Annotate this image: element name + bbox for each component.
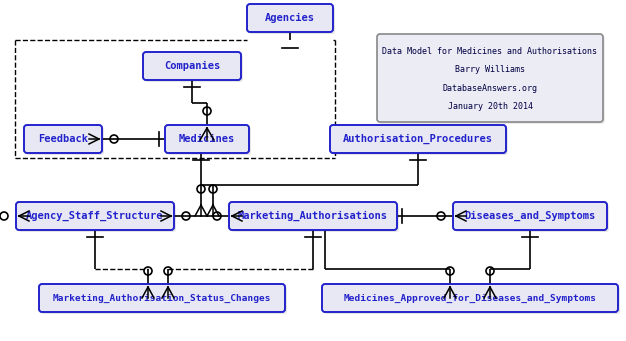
FancyBboxPatch shape xyxy=(167,127,251,155)
FancyBboxPatch shape xyxy=(229,202,397,230)
FancyBboxPatch shape xyxy=(249,6,335,34)
Text: Agency_Staff_Structure: Agency_Staff_Structure xyxy=(26,211,164,221)
FancyBboxPatch shape xyxy=(247,4,333,32)
FancyBboxPatch shape xyxy=(455,204,609,232)
FancyBboxPatch shape xyxy=(332,127,508,155)
Text: Diseases_and_Symptoms: Diseases_and_Symptoms xyxy=(464,211,595,221)
FancyBboxPatch shape xyxy=(26,127,104,155)
Text: Agencies: Agencies xyxy=(265,13,315,23)
Text: Medicines: Medicines xyxy=(179,134,235,144)
Text: January 20th 2014: January 20th 2014 xyxy=(448,102,533,111)
Text: Authorisation_Procedures: Authorisation_Procedures xyxy=(343,134,493,144)
FancyBboxPatch shape xyxy=(145,54,243,82)
Text: DatabaseAnswers.org: DatabaseAnswers.org xyxy=(443,84,538,92)
FancyBboxPatch shape xyxy=(39,284,285,312)
FancyBboxPatch shape xyxy=(322,284,618,312)
Text: Data Model for Medicines and Authorisations: Data Model for Medicines and Authorisati… xyxy=(382,47,597,56)
Text: Marketing_Authorisations: Marketing_Authorisations xyxy=(238,211,388,221)
FancyBboxPatch shape xyxy=(330,125,506,153)
FancyBboxPatch shape xyxy=(453,202,607,230)
Text: Barry Williams: Barry Williams xyxy=(455,65,525,74)
FancyBboxPatch shape xyxy=(165,125,249,153)
Text: Marketing_Authorisation_Status_Changes: Marketing_Authorisation_Status_Changes xyxy=(53,294,271,302)
FancyBboxPatch shape xyxy=(324,286,620,314)
FancyBboxPatch shape xyxy=(16,202,174,230)
FancyBboxPatch shape xyxy=(377,34,603,122)
Text: Medicines_Approved_for_Diseases_and_Symptoms: Medicines_Approved_for_Diseases_and_Symp… xyxy=(344,294,597,302)
FancyBboxPatch shape xyxy=(143,52,241,80)
FancyBboxPatch shape xyxy=(41,286,287,314)
Text: Feedback: Feedback xyxy=(38,134,88,144)
FancyBboxPatch shape xyxy=(18,204,176,232)
FancyBboxPatch shape xyxy=(231,204,399,232)
FancyBboxPatch shape xyxy=(24,125,102,153)
FancyBboxPatch shape xyxy=(379,36,605,124)
Text: Companies: Companies xyxy=(164,61,220,71)
